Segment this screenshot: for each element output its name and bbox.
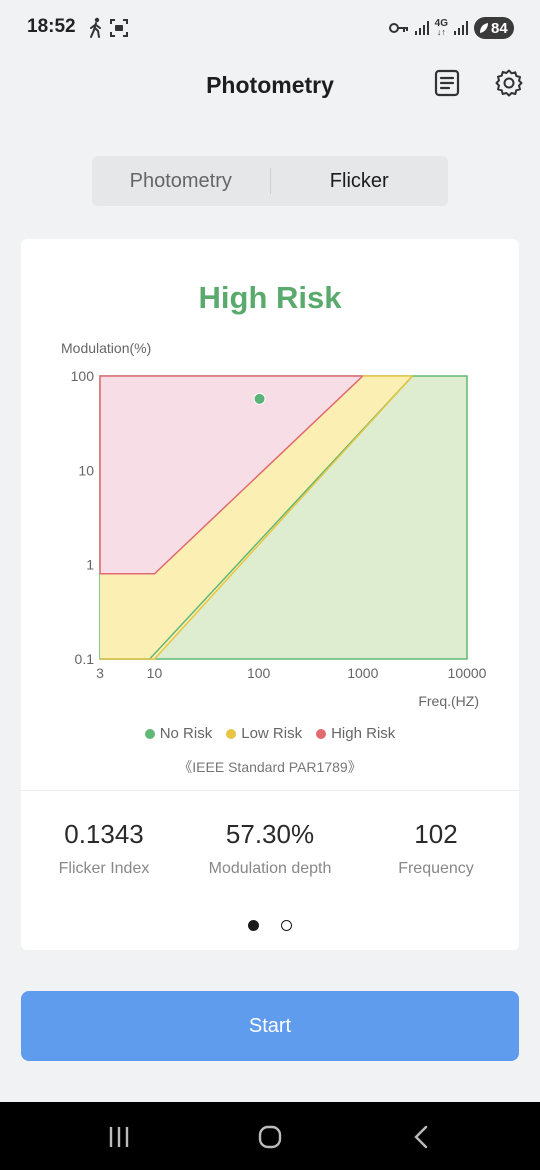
gear-icon[interactable] [494,68,524,98]
metric-value: 102 [414,819,458,849]
x-tick-label: 3 [96,665,104,681]
x-tick-label: 10 [147,665,163,681]
metrics-row: 0.1343 Flicker Index 57.30% Modulation d… [21,819,519,878]
signal-4g-icon: 4G ↓↑ [434,18,448,37]
metric-value: 57.30% [225,819,315,849]
region-high-risk [100,376,363,574]
status-bar: 18:52 4G ↓↑ [0,0,540,56]
boundary-low-risk [100,375,414,660]
legend-item-high-risk: High Risk [316,725,395,742]
metric-frequency: 102 Frequency [353,819,519,878]
legend-item-no-risk: No Risk [144,725,213,742]
y-tick-label: 1 [86,557,94,573]
legend-dot-low-risk [226,728,237,739]
x-tick-label: 100 [247,665,271,681]
status-icons: 4G ↓↑ 84 [388,17,514,39]
screen-record-icon [110,19,128,37]
standard-note: 《IEEE Standard PAR1789》 [178,759,362,775]
legend-item-low-risk: Low Risk [226,725,302,742]
document-icon[interactable] [432,68,462,98]
flicker-result-card: High Risk Modulation(%) Freq.(HZ) 3 10 100… [21,239,519,950]
legend-label-high-risk: High Risk [331,725,396,742]
card-divider [21,790,519,791]
metric-label: Flicker Index [58,860,150,877]
metric-label: Modulation depth [208,860,332,877]
outline-high-risk [99,375,363,574]
app-header: Photometry [0,60,540,110]
battery-icon: 84 [474,17,514,39]
mode-tabs: Photometry Flicker [92,156,448,206]
y-axis-label: Modulation(%) [61,340,151,356]
battery-leaf-icon [480,23,488,33]
system-nav-bar [0,1102,540,1170]
boundary-high-risk [100,375,364,575]
signal-icon [414,21,429,35]
network-label: 4G [434,18,448,29]
y-tick-label: 100 [71,368,95,384]
metric-label: Frequency [398,860,474,877]
metric-modulation-depth: 57.30% Modulation depth [187,819,353,878]
back-icon[interactable] [406,1124,436,1150]
y-tick-label: 10 [78,462,94,478]
tab-photometry[interactable]: Photometry [129,169,232,192]
page-dot-inactive[interactable] [281,920,292,931]
legend-label-no-risk: No Risk [159,725,213,742]
x-tick-label: 10000 [448,665,487,681]
page-dot-active[interactable] [248,920,259,931]
legend-label-low-risk: Low Risk [241,725,303,742]
page-indicator [21,920,519,931]
start-button[interactable]: Start [21,991,519,1061]
battery-level: 84 [491,19,508,37]
status-time: 18:52 [27,16,76,37]
tab-flicker[interactable]: Flicker [329,169,389,192]
home-icon[interactable] [255,1124,285,1150]
x-tick-label: 1000 [347,665,378,681]
page-title: Photometry [206,72,334,98]
metric-flicker-index: 0.1343 Flicker Index [21,819,187,878]
walking-person-icon [90,17,101,38]
key-icon [388,23,408,33]
x-axis-label: Freq.(HZ) [418,693,479,709]
chart-legend: No Risk Low Risk High Risk [21,725,519,742]
y-tick-label: 0.1 [75,651,95,667]
legend-dot-high-risk [316,728,327,739]
flicker-risk-chart: Modulation(%) Freq.(HZ) 3 10 100 1000 10000 1… [61,340,487,709]
measurement-point [253,392,266,405]
tab-divider [269,168,271,194]
legend-dot-no-risk [144,728,155,739]
recents-icon[interactable] [104,1124,134,1150]
risk-level-title: High Risk [198,280,342,315]
metric-value: 0.1343 [64,819,144,849]
signal-icon [454,21,468,35]
